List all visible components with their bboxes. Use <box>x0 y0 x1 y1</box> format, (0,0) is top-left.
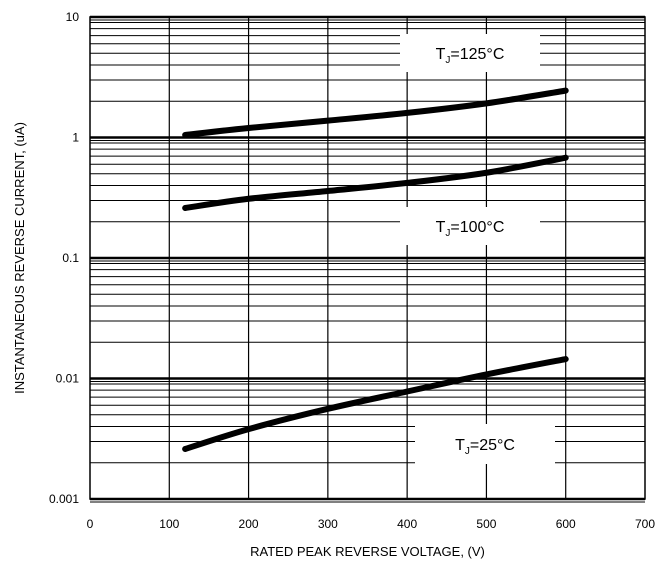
x-tick-label: 100 <box>159 517 179 531</box>
y-tick-label: 0.01 <box>56 372 80 386</box>
series-label-box <box>415 424 555 464</box>
series-annotations: TJ=125°C TJ=100°C TJ=25°C <box>400 34 555 464</box>
x-tick-label: 700 <box>635 517 655 531</box>
y-tick-label: 1 <box>72 131 79 145</box>
y-tick-label: 0.1 <box>62 251 79 265</box>
x-tick-label: 600 <box>556 517 576 531</box>
y-tick-labels: 0.001 0.01 0.1 1 10 <box>49 10 79 506</box>
x-tick-label: 300 <box>318 517 338 531</box>
series-line <box>182 154 569 211</box>
series-line <box>182 87 569 138</box>
x-tick-label: 500 <box>476 517 496 531</box>
x-tick-labels: 0 100 200 300 400 500 600 700 <box>87 517 656 531</box>
series-label: TJ=25°C <box>455 437 515 457</box>
x-tick-label: 200 <box>239 517 259 531</box>
x-tick-label: 400 <box>397 517 417 531</box>
y-tick-label: 10 <box>66 10 80 24</box>
series-label-box <box>400 34 540 72</box>
plot-frame <box>89 16 646 500</box>
series-lines <box>182 87 569 452</box>
grid-minor <box>90 22 645 464</box>
series-label-box <box>400 207 540 245</box>
series-label: TJ=100°C <box>436 219 505 239</box>
series-label: TJ=125°C <box>436 46 505 66</box>
series-line <box>182 356 569 452</box>
y-axis-title: INSTANTANEOUS REVERSE CURRENT, (uA) <box>12 122 27 394</box>
x-axis-title: RATED PEAK REVERSE VOLTAGE, (V) <box>250 544 485 559</box>
y-tick-label: 0.001 <box>49 492 79 506</box>
x-tick-label: 0 <box>87 517 94 531</box>
